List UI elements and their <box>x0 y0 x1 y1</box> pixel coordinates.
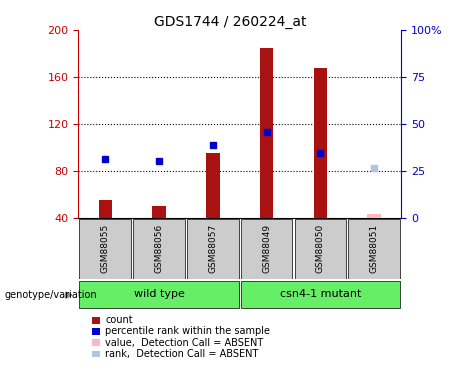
Bar <box>313 68 327 218</box>
Text: count: count <box>105 315 133 325</box>
Bar <box>349 219 400 279</box>
Text: GSM88055: GSM88055 <box>101 224 110 273</box>
Text: genotype/variation: genotype/variation <box>5 290 97 300</box>
Bar <box>367 214 381 217</box>
Text: csn4-1 mutant: csn4-1 mutant <box>280 289 361 299</box>
Bar <box>99 200 112 217</box>
Text: GSM88056: GSM88056 <box>154 224 164 273</box>
Bar <box>79 219 131 279</box>
Text: GSM88050: GSM88050 <box>316 224 325 273</box>
Bar <box>295 219 346 279</box>
Text: wild type: wild type <box>134 289 184 299</box>
Text: GSM88057: GSM88057 <box>208 224 217 273</box>
Text: GSM88051: GSM88051 <box>370 224 378 273</box>
Bar <box>241 219 292 279</box>
Bar <box>241 281 400 308</box>
Bar <box>133 219 185 279</box>
Text: value,  Detection Call = ABSENT: value, Detection Call = ABSENT <box>105 338 263 348</box>
Text: percentile rank within the sample: percentile rank within the sample <box>105 327 270 336</box>
Bar <box>79 281 239 308</box>
Text: rank,  Detection Call = ABSENT: rank, Detection Call = ABSENT <box>105 349 259 359</box>
Text: GSM88049: GSM88049 <box>262 224 271 273</box>
Bar <box>152 206 166 218</box>
Bar <box>260 48 273 217</box>
Bar <box>187 219 239 279</box>
Bar <box>206 153 219 218</box>
Text: GDS1744 / 260224_at: GDS1744 / 260224_at <box>154 15 307 29</box>
